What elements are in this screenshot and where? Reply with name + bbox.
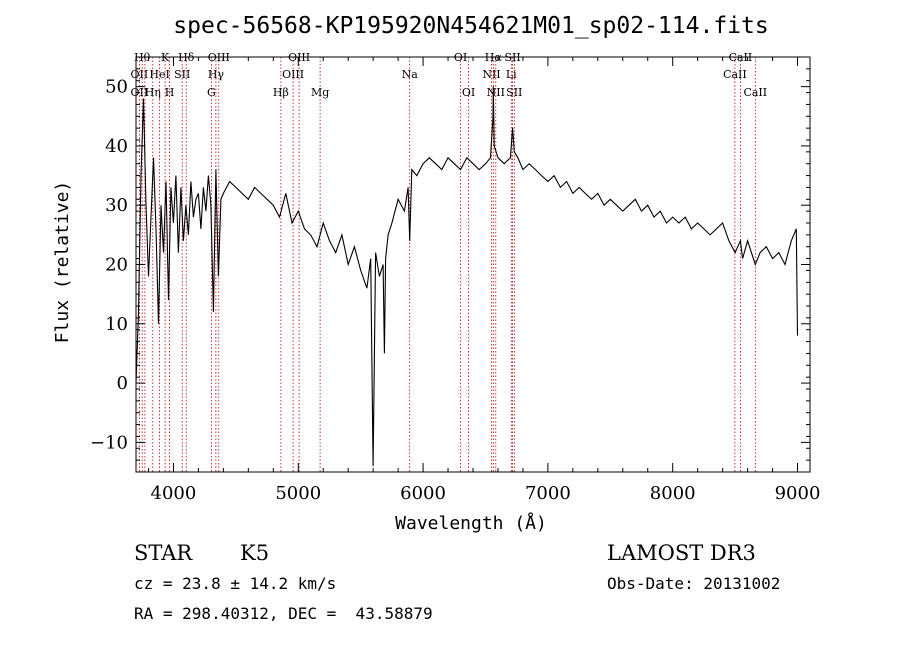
line-label-2-2: H — [165, 86, 175, 99]
spectrum-line — [135, 86, 799, 467]
line-label-2-6: OI — [462, 86, 475, 99]
plot-frame — [135, 56, 811, 473]
line-label-1-1: HeI — [149, 68, 169, 81]
y-tick-label-4: 30 — [105, 195, 128, 216]
y-tick-label-1: 0 — [117, 373, 128, 394]
y-tick-label-3: 20 — [105, 255, 128, 276]
survey-name: LAMOST DR3 — [607, 541, 756, 565]
line-label-2-5: Mg — [311, 86, 329, 99]
coordinates: RA = 298.40312, DEC = 43.58879 — [134, 604, 433, 623]
object-subclass: K5 — [240, 541, 269, 565]
line-label-2-7: NII — [487, 86, 505, 99]
x-tick-label-5: 9000 — [775, 483, 821, 504]
line-label-2-8: SII — [506, 86, 522, 99]
line-label-1-3: Hγ — [208, 68, 225, 81]
x-tick-label-4: 8000 — [650, 483, 696, 504]
y-tick-label-5: 40 — [105, 136, 128, 157]
redshift-cz: cz = 23.8 ± 14.2 km/s — [134, 574, 336, 593]
line-label-1-8: CaII — [723, 68, 747, 81]
y-tick-label-2: 10 — [105, 314, 128, 335]
y-axis-ticks: −10 0 10 20 30 40 50 — [90, 56, 810, 473]
line-label-1-6: NII — [482, 68, 500, 81]
x-tick-label-0: 4000 — [151, 483, 197, 504]
x-tick-label-2: 6000 — [400, 483, 446, 504]
line-label-1-4: OIII — [282, 68, 304, 81]
y-axis-label: Flux (relative) — [52, 181, 73, 344]
line-label-2-1: Hη — [145, 86, 161, 99]
y-tick-label-0: −10 — [90, 432, 128, 453]
emission-line-markers — [138, 57, 756, 472]
y-tick-label-6: 50 — [105, 77, 128, 98]
line-label-1-7: Li — [506, 68, 517, 81]
line-label-1-2: SII — [174, 68, 190, 81]
object-class: STAR — [134, 541, 193, 565]
line-label-2-9: CaII — [743, 86, 767, 99]
x-axis-label: Wavelength (Å) — [395, 512, 547, 534]
line-label-2-3: G — [207, 86, 216, 99]
observation-date: Obs-Date: 20131002 — [607, 574, 780, 593]
line-label-1-0: OII — [131, 68, 149, 81]
line-label-2-4: Hβ — [273, 86, 289, 99]
x-axis-ticks: 4000 5000 6000 7000 8000 9000 — [147, 57, 821, 504]
chart-title: spec-56568-KP195920N454621M01_sp02-114.f… — [173, 13, 768, 39]
line-label-1-5: Na — [402, 68, 419, 81]
x-tick-label-1: 5000 — [275, 483, 321, 504]
x-tick-label-3: 7000 — [525, 483, 571, 504]
